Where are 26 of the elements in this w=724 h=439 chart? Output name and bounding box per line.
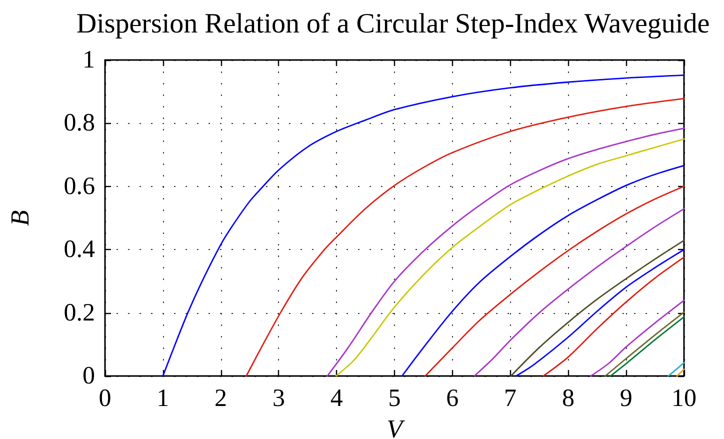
y-tick-label: 0 xyxy=(82,362,95,390)
x-tick-label: 8 xyxy=(562,385,574,412)
x-tick-label: 2 xyxy=(214,385,228,412)
y-tick-label: 0.6 xyxy=(64,172,95,200)
x-tick-label: 6 xyxy=(446,385,459,412)
line-series xyxy=(474,208,685,377)
x-axis-title: V xyxy=(386,414,406,439)
line-series xyxy=(424,186,685,377)
x-tick-label: 1 xyxy=(156,385,170,412)
line-series xyxy=(401,164,685,377)
x-tick-label: 10 xyxy=(672,385,696,412)
y-tick-label: 1 xyxy=(82,46,95,74)
x-tick-label: 5 xyxy=(388,385,401,412)
x-tick-label: 9 xyxy=(620,385,632,412)
y-tick-label: 0.2 xyxy=(64,299,95,326)
line-series xyxy=(590,300,685,377)
line-series xyxy=(542,256,685,377)
x-tick-label: 3 xyxy=(272,385,285,412)
chart-title: Dispersion Relation of a Circular Step-Index Waveguide xyxy=(76,8,710,40)
x-tick-label: 4 xyxy=(330,385,344,412)
y-axis-title: B xyxy=(6,210,34,226)
y-tick-label: 0.4 xyxy=(64,236,96,264)
x-tick-label: 7 xyxy=(504,385,517,412)
y-tick-label: 0.8 xyxy=(64,110,95,137)
line-series xyxy=(246,98,685,377)
line-series xyxy=(162,74,685,377)
